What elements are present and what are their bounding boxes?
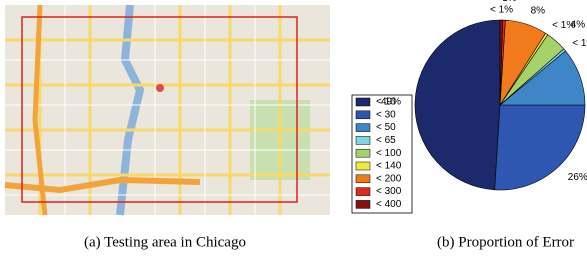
legend-label: < 100: [376, 148, 402, 159]
value-label: < 1%: [494, 0, 517, 4]
value-label: 26%: [568, 172, 587, 183]
map-pin: [156, 84, 164, 92]
value-label: 8%: [531, 5, 546, 16]
legend-label: < 200: [376, 173, 402, 184]
value-label: < 1%: [552, 20, 575, 31]
page: {"map_caption": "(a) Testing area in Chi…: [0, 0, 587, 259]
legend-label: < 300: [376, 186, 402, 197]
legend-swatch: [356, 124, 370, 132]
legend-label: < 10: [376, 97, 396, 108]
legend-label: < 50: [376, 122, 396, 133]
value-label: < 1%: [490, 5, 513, 16]
legend-label: < 400: [376, 199, 402, 210]
legend-label: < 140: [376, 161, 402, 172]
legend-swatch: [356, 200, 370, 208]
legend-swatch: [356, 98, 370, 106]
value-label: < 1%: [572, 38, 587, 49]
legend-swatch: [356, 111, 370, 119]
legend-swatch: [356, 136, 370, 144]
legend-label: < 65: [376, 135, 396, 146]
caption: (b) Proportion of Error: [437, 234, 574, 250]
caption: (a) Testing area in Chicago: [84, 234, 246, 250]
legend-swatch: [356, 175, 370, 183]
pie-slice: [415, 20, 500, 190]
map: [5, 5, 330, 215]
figure: (a) Testing area in Chicago (b) Proporti…: [0, 0, 587, 259]
legend-swatch: [356, 162, 370, 170]
legend-swatch: [356, 149, 370, 157]
legend-swatch: [356, 188, 370, 196]
legend-label: < 30: [376, 109, 396, 120]
